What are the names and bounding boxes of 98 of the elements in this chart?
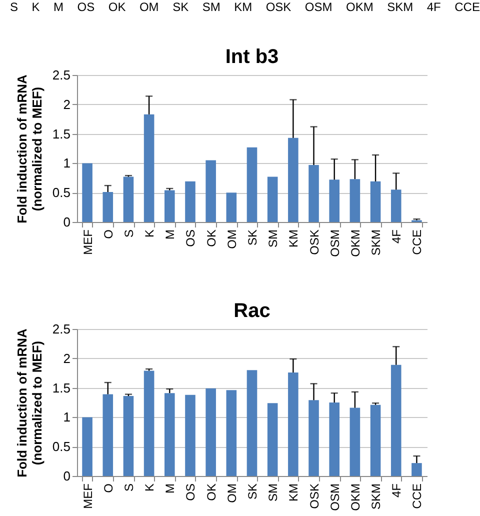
bar <box>267 176 278 222</box>
x-tick-label: O <box>101 484 116 493</box>
y-tick-label: 2 <box>63 96 70 112</box>
text: SKM <box>387 0 414 16</box>
y-tick-label: 1 <box>63 156 70 171</box>
x-tick-label: S <box>122 230 136 238</box>
chart-title: Rac <box>234 300 270 322</box>
x-tick-label: S <box>122 484 136 492</box>
y-tick-label: 0 <box>63 214 70 230</box>
text: SK <box>172 0 189 16</box>
x-tick-label: K <box>142 484 157 492</box>
bar <box>164 190 175 222</box>
x-tick-label: KM <box>286 483 301 502</box>
bar <box>350 179 360 222</box>
bar <box>412 463 422 476</box>
bar <box>350 408 360 476</box>
bar <box>226 192 237 222</box>
y-tick-label: 0.5 <box>52 439 70 454</box>
bar <box>329 402 340 476</box>
bar <box>308 164 319 222</box>
bar <box>267 403 278 476</box>
bar <box>123 396 134 476</box>
x-tick-label: 4F <box>390 230 404 244</box>
bar <box>390 364 402 476</box>
y-axis-title: Fold induction of mRNA (normalized to MEF) <box>14 74 44 224</box>
x-tick-label: OKM <box>348 484 362 511</box>
x-tick-label: OKM <box>348 230 362 257</box>
x-tick-label: OSK <box>307 484 322 509</box>
bar <box>102 394 114 476</box>
x-tick-label: OM <box>224 230 239 249</box>
bar <box>82 163 92 222</box>
x-tick-label: SK <box>246 484 260 500</box>
bar <box>370 404 381 476</box>
y-tick-label: 1.5 <box>52 126 70 142</box>
bar <box>164 393 175 476</box>
text: K <box>32 0 40 16</box>
x-tick-label: SKM <box>369 230 384 256</box>
bar <box>206 388 216 476</box>
bar <box>123 176 134 222</box>
text: OM <box>139 0 159 16</box>
y-tick-label: 0.5 <box>52 185 70 200</box>
x-tick-label: MEF <box>80 484 95 509</box>
y-tick-label: 2 <box>63 350 70 366</box>
x-tick-label: O <box>101 230 116 239</box>
text: OSK <box>266 0 292 16</box>
x-tick-label: OSK <box>307 230 322 255</box>
text: M <box>54 0 64 16</box>
bar <box>288 372 298 476</box>
x-tick-label: CCE <box>410 484 424 509</box>
bar <box>226 390 237 476</box>
bar <box>144 370 154 476</box>
y-tick-label: 0 <box>63 468 70 484</box>
x-tick-label: CCE <box>410 230 424 255</box>
x-tick-label: MEF <box>80 230 95 255</box>
x-tick-label: OS <box>184 230 198 247</box>
x-tick-label: K <box>142 230 157 238</box>
x-tick-label: OK <box>204 230 218 247</box>
x-tick-label: OK <box>204 484 218 501</box>
bar <box>185 394 196 476</box>
text: OKM <box>346 0 374 16</box>
chart-title: Int b3 <box>225 46 279 68</box>
text: OSM <box>304 0 332 16</box>
text: S <box>10 0 18 16</box>
x-tick-label: SM <box>266 229 280 248</box>
bar <box>102 192 114 222</box>
bar <box>370 181 381 222</box>
bar <box>206 160 216 222</box>
y-tick-label: 1.5 <box>52 380 70 396</box>
x-tick-label: SK <box>246 230 260 246</box>
x-tick-label: OSM <box>328 230 342 257</box>
x-tick-label: OSM <box>328 484 342 511</box>
text: OK <box>108 0 126 16</box>
bar <box>329 180 340 222</box>
bar <box>144 114 154 222</box>
bar <box>185 181 196 222</box>
bar <box>82 417 92 476</box>
bar <box>390 190 402 222</box>
y-axis-title: Fold induction of mRNA (normalized to MEF) <box>14 328 44 478</box>
y-tick-label: 2.5 <box>52 322 70 336</box>
x-tick-label: OM <box>224 484 239 503</box>
y-tick-label: 1 <box>63 410 70 425</box>
text: CCE <box>454 0 480 16</box>
text: KM <box>234 0 252 16</box>
x-tick-label: OS <box>184 484 198 501</box>
bar <box>288 138 298 222</box>
text: OS <box>77 0 95 16</box>
x-tick-label: KM <box>286 229 301 248</box>
bar <box>246 147 258 222</box>
x-tick-label: 4F <box>390 484 404 498</box>
text: SM <box>202 0 220 16</box>
x-tick-label: SKM <box>369 484 384 510</box>
x-tick-label: M <box>163 230 178 240</box>
y-tick-label: 2.5 <box>52 68 70 82</box>
bar <box>246 370 258 476</box>
text: 4F <box>426 0 441 16</box>
x-tick-label: SM <box>266 483 280 502</box>
x-tick-label: M <box>163 484 178 494</box>
bar <box>308 400 319 476</box>
